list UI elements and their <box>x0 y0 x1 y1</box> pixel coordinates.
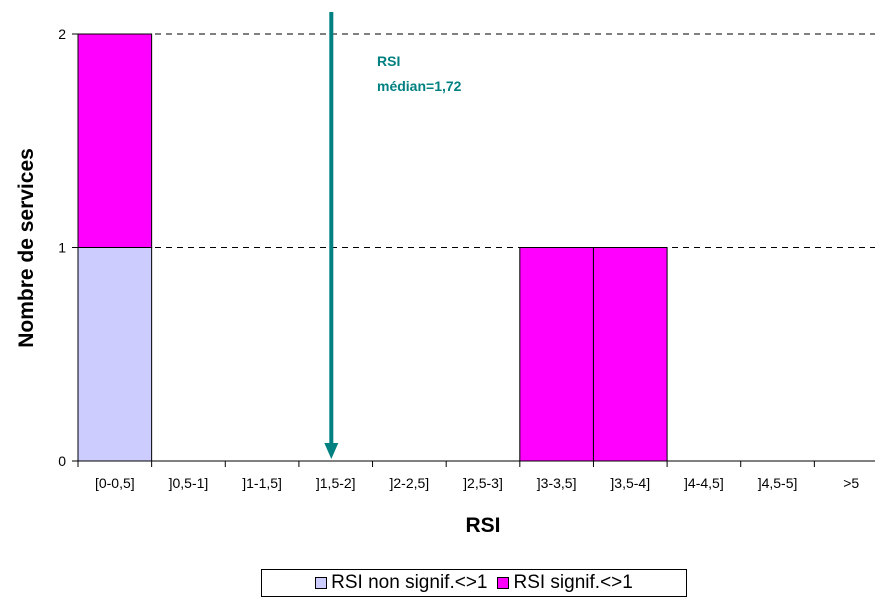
bar-signif-0 <box>77 33 153 248</box>
x-tick-label-9: ]4,5-5] <box>758 475 798 491</box>
legend-label-signif: RSI signif.<>1 <box>513 572 633 593</box>
x-tick-label-3: ]1,5-2] <box>316 475 356 491</box>
legend-item-signif: RSI signif.<>1 <box>497 572 633 594</box>
x-tick-labels: [0-0,5] ]0,5-1] ]1-1,5] ]1,5-2] ]2-2,5] ]2,5-… <box>95 475 859 491</box>
legend: RSI non signif.<>1 RSI signif.<>1 <box>261 569 687 597</box>
y-tick-label-2: 2 <box>58 26 66 42</box>
x-tick-label-0: [0-0,5] <box>95 475 135 491</box>
legend-item-non-signif: RSI non signif.<>1 <box>315 572 487 594</box>
legend-label-non-signif: RSI non signif.<>1 <box>331 572 488 593</box>
median-arrow-head <box>324 443 339 459</box>
x-tick-label-4: ]2-2,5] <box>390 475 430 491</box>
gridlines <box>78 33 875 248</box>
axes <box>72 33 875 467</box>
y-tick-label-0: 0 <box>58 453 66 469</box>
median-annotation-line1: RSI <box>377 53 400 69</box>
y-tick-labels: 0 1 2 <box>58 26 66 469</box>
x-tick-label-8: ]4-4,5] <box>684 475 724 491</box>
rsi-histogram-chart: [0-0,5] ]0,5-1] ]1-1,5] ]1,5-2] ]2-2,5] ]2,5-… <box>15 12 875 537</box>
y-axis-title: Nombre de services <box>15 148 38 348</box>
bar-non-signif-0 <box>77 247 153 462</box>
x-tick-label-10: >5 <box>843 475 859 491</box>
x-tick-label-2: ]1-1,5] <box>242 475 282 491</box>
x-tick-label-6: ]3-3,5] <box>537 475 577 491</box>
bar-signif-6 <box>519 247 594 462</box>
legend-swatch-signif <box>497 577 510 589</box>
y-tick-label-1: 1 <box>58 240 66 256</box>
legend-swatch-non-signif <box>315 577 328 589</box>
x-tick-label-1: ]0,5-1] <box>169 475 209 491</box>
median-marker <box>324 12 339 459</box>
x-tick-label-5: ]2,5-3] <box>463 475 503 491</box>
median-annotation-line2: médian=1,72 <box>377 78 462 94</box>
x-tick-label-7: ]3,5-4] <box>610 475 650 491</box>
bar-signif-7 <box>592 247 668 462</box>
bars <box>77 33 668 462</box>
x-axis-title: RSI <box>465 514 500 537</box>
